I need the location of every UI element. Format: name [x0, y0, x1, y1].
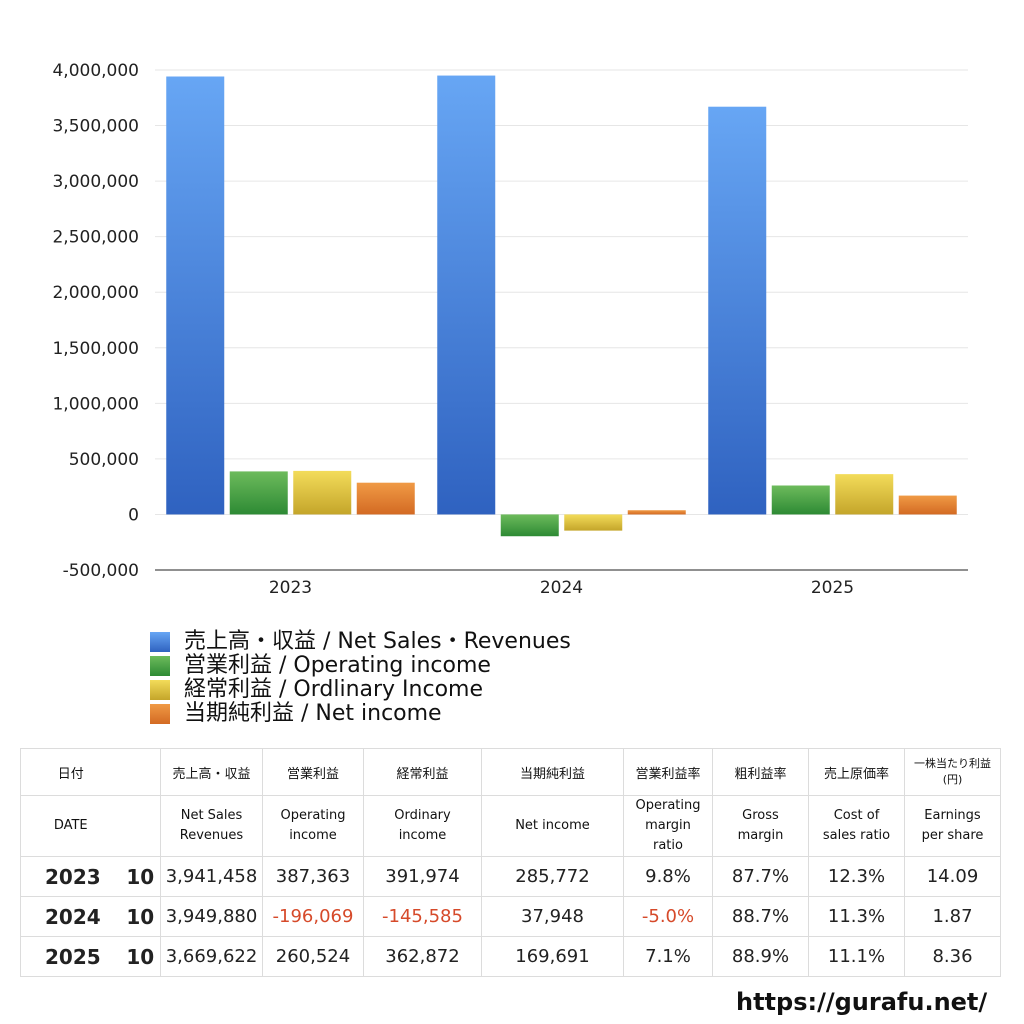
header-net-sales-jp: 売上高・収益: [160, 748, 263, 796]
y-tick-label: 500,000: [69, 450, 139, 470]
cell-ordinary-income: 362,872: [363, 936, 482, 977]
cell-gross-margin: 88.7%: [712, 896, 809, 937]
x-tick-label: 2024: [540, 578, 583, 598]
row-month: 10: [120, 856, 161, 897]
cell-ordinary-income: 391,974: [363, 856, 482, 897]
table-row: 2025 10 3,669,622 260,524 362,872 169,69…: [20, 936, 1001, 977]
legend-label-net-income: 当期純利益 / Net income: [184, 701, 442, 726]
bar-2024-series-0: [437, 75, 496, 515]
gridlines: [155, 69, 968, 515]
bar-2023-series-0: [166, 76, 225, 515]
bar-2024-series-3: [627, 510, 686, 515]
cell-eps: 14.09: [904, 856, 1001, 897]
legend: 売上高・収益 / Net Sales・Revenues 営業利益 / Opera…: [150, 630, 571, 726]
legend-label-operating-income: 営業利益 / Operating income: [184, 653, 491, 678]
header-operating-margin-jp: 営業利益率: [623, 748, 713, 796]
header-net-income-jp: 当期純利益: [481, 748, 624, 796]
cell-cost-ratio: 11.3%: [808, 896, 905, 937]
header-cost-ratio-jp: 売上原価率: [808, 748, 905, 796]
bar-2025-series-1: [771, 485, 830, 515]
row-year: 2023: [20, 856, 121, 897]
y-tick-label: 3,500,000: [52, 117, 139, 137]
y-tick-label: 1,000,000: [52, 394, 139, 414]
legend-item-net-income: 当期純利益 / Net income: [150, 702, 571, 726]
cell-net-sales: 3,941,458: [160, 856, 263, 897]
cell-eps: 8.36: [904, 936, 1001, 977]
row-year: 2024: [20, 896, 121, 937]
cell-cost-ratio: 11.1%: [808, 936, 905, 977]
bar-2025-series-3: [898, 495, 957, 515]
y-tick-label: 2,000,000: [52, 283, 139, 303]
cell-operating-margin: 9.8%: [623, 856, 713, 897]
x-tick-label: 2023: [269, 578, 312, 598]
legend-swatch-operating-income: [150, 656, 170, 676]
table-header-en: DATE Net Sales Revenues Operating income…: [20, 795, 1001, 857]
header-cost-ratio-en: Cost of sales ratio: [808, 795, 905, 857]
row-month: 10: [120, 936, 161, 977]
bar-2023-series-2: [293, 470, 352, 515]
cell-operating-margin: 7.1%: [623, 936, 713, 977]
axes: 4,000,000 3,500,000 3,000,000 2,500,000 2,00…: [52, 61, 968, 598]
row-month: 10: [120, 896, 161, 937]
header-gross-margin-en: Gross margin: [712, 795, 809, 857]
site-url[interactable]: https://gurafu.net/: [736, 988, 988, 1016]
header-ordinary-income-jp: 経常利益: [363, 748, 482, 796]
y-tick-label: 4,000,000: [52, 61, 139, 81]
bar-2025-series-0: [708, 106, 767, 515]
header-operating-income-jp: 営業利益: [262, 748, 364, 796]
legend-label-ordinary-income: 経常利益 / Ordlinary Income: [184, 677, 483, 702]
legend-item-operating-income: 営業利益 / Operating income: [150, 654, 571, 678]
cell-gross-margin: 88.9%: [712, 936, 809, 977]
legend-swatch-net-sales: [150, 632, 170, 652]
cell-net-income: 285,772: [481, 856, 624, 897]
y-tick-label: 1,500,000: [52, 339, 139, 359]
x-tick-label: 2025: [811, 578, 854, 598]
header-ordinary-income-en: Ordinary income: [363, 795, 482, 857]
cell-ordinary-income: -145,585: [363, 896, 482, 937]
financial-table: 日付 売上高・収益 営業利益 経常利益 当期純利益 営業利益率 粗利益率 売上原…: [20, 748, 1001, 977]
cell-cost-ratio: 12.3%: [808, 856, 905, 897]
bar-2025-series-2: [835, 474, 894, 515]
header-operating-income-en: Operating income: [262, 795, 364, 857]
table-row: 2023 10 3,941,458 387,363 391,974 285,77…: [20, 856, 1001, 897]
cell-net-sales: 3,669,622: [160, 936, 263, 977]
cell-operating-margin: -5.0%: [623, 896, 713, 937]
header-net-sales-en: Net Sales Revenues: [160, 795, 263, 857]
header-operating-margin-en: Operating margin ratio: [623, 795, 713, 857]
legend-swatch-ordinary-income: [150, 680, 170, 700]
cell-operating-income: 387,363: [262, 856, 364, 897]
cell-gross-margin: 87.7%: [712, 856, 809, 897]
table-header-jp: 日付 売上高・収益 営業利益 経常利益 当期純利益 営業利益率 粗利益率 売上原…: [20, 748, 1001, 796]
bar-2024-series-2: [564, 514, 623, 531]
bar-2023-series-1: [229, 471, 288, 515]
bars: [166, 75, 957, 537]
cell-operating-income: 260,524: [262, 936, 364, 977]
cell-net-sales: 3,949,880: [160, 896, 263, 937]
legend-label-net-sales: 売上高・収益 / Net Sales・Revenues: [184, 629, 571, 654]
header-gross-margin-jp: 粗利益率: [712, 748, 809, 796]
bar-chart: 4,000,000 3,500,000 3,000,000 2,500,000 2,00…: [52, 61, 968, 598]
row-year: 2025: [20, 936, 121, 977]
header-blank: [120, 748, 161, 796]
header-date-en: DATE: [20, 795, 121, 857]
legend-item-ordinary-income: 経常利益 / Ordlinary Income: [150, 678, 571, 702]
bar-2023-series-3: [356, 482, 415, 515]
cell-net-income: 169,691: [481, 936, 624, 977]
bar-2024-series-1: [500, 514, 559, 537]
y-tick-label: -500,000: [63, 561, 139, 581]
header-eps-en: Earnings per share: [904, 795, 1001, 857]
table-row: 2024 10 3,949,880 -196,069 -145,585 37,9…: [20, 896, 1001, 937]
header-net-income-en: Net income: [481, 795, 624, 857]
cell-net-income: 37,948: [481, 896, 624, 937]
cell-eps: 1.87: [904, 896, 1001, 937]
y-tick-label: 2,500,000: [52, 228, 139, 248]
header-blank-en: [120, 795, 161, 857]
legend-item-net-sales: 売上高・収益 / Net Sales・Revenues: [150, 630, 571, 654]
legend-swatch-net-income: [150, 704, 170, 724]
y-tick-label: 3,000,000: [52, 172, 139, 192]
y-tick-label: 0: [128, 505, 139, 525]
header-date-jp: 日付: [20, 748, 121, 796]
cell-operating-income: -196,069: [262, 896, 364, 937]
header-eps-jp: 一株当たり利益 (円): [904, 748, 1001, 796]
